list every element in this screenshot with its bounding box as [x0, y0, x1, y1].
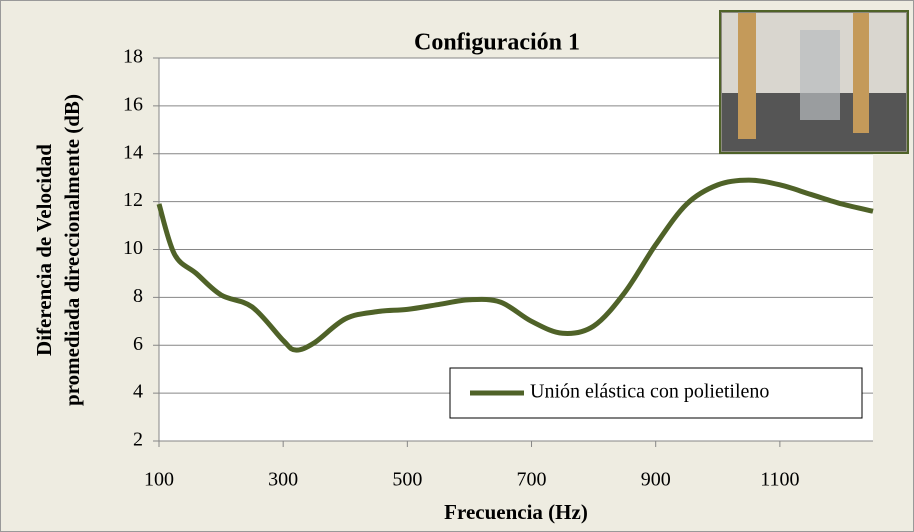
- y-tick-label: 6: [133, 333, 143, 355]
- x-tick-label: 300: [268, 469, 298, 491]
- y-tick-label: 16: [123, 93, 143, 115]
- y-tick-label: 14: [123, 141, 143, 163]
- y-tick-label: 18: [123, 46, 143, 68]
- x-axis-title: Frecuencia (Hz): [444, 500, 588, 524]
- y-axis-title-line: Diferencia de Velocidad: [32, 144, 56, 356]
- y-tick-label: 8: [133, 285, 143, 307]
- x-tick-label: 700: [517, 469, 547, 491]
- y-tick-label: 12: [123, 189, 143, 211]
- x-tick-label: 500: [392, 469, 422, 491]
- chart: Configuración 1 Frecuencia (Hz) Diferenc…: [0, 0, 914, 532]
- legend-label: Unión elástica con polietileno: [530, 381, 769, 403]
- y-tick-label: 10: [123, 237, 143, 259]
- y-tick-label: 2: [133, 429, 143, 451]
- x-tick-label: 900: [641, 469, 671, 491]
- legend: Unión elástica con polietileno: [450, 368, 862, 418]
- photo-panel: [800, 30, 840, 120]
- photo-post: [853, 13, 869, 133]
- y-tick-label: 4: [133, 381, 143, 403]
- photo-inset: [720, 11, 908, 153]
- x-tick-label: 100: [144, 469, 174, 491]
- chart-title: Configuración 1: [414, 30, 580, 56]
- x-tick-label: 1100: [760, 469, 799, 491]
- y-axis-title-line: promediada direccionalmente (dB): [60, 94, 84, 406]
- photo-post: [738, 13, 756, 139]
